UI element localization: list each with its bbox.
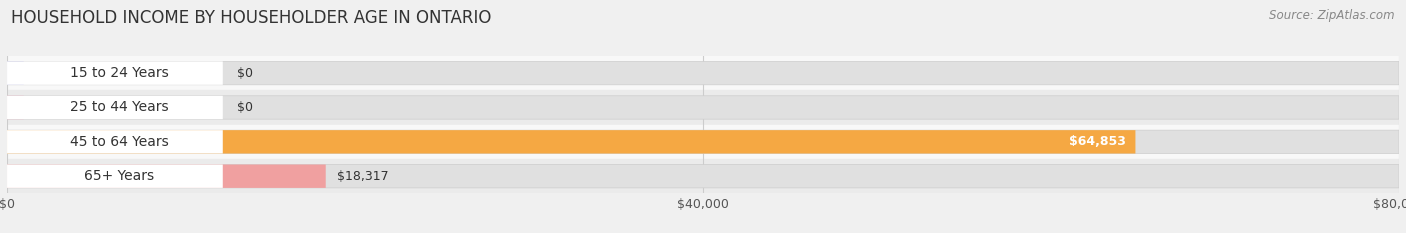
Text: HOUSEHOLD INCOME BY HOUSEHOLDER AGE IN ONTARIO: HOUSEHOLD INCOME BY HOUSEHOLDER AGE IN O… [11,9,492,27]
FancyBboxPatch shape [7,62,1399,85]
FancyBboxPatch shape [7,62,222,85]
FancyBboxPatch shape [7,96,24,119]
Text: 15 to 24 Years: 15 to 24 Years [70,66,169,80]
Text: Source: ZipAtlas.com: Source: ZipAtlas.com [1270,9,1395,22]
FancyBboxPatch shape [7,62,24,85]
FancyBboxPatch shape [7,130,1399,154]
Bar [7,56,1399,90]
Text: 25 to 44 Years: 25 to 44 Years [70,100,169,114]
FancyBboxPatch shape [7,96,1399,119]
Text: $64,853: $64,853 [1069,135,1126,148]
Bar [7,90,1399,125]
FancyBboxPatch shape [7,164,222,188]
FancyBboxPatch shape [7,130,222,154]
FancyBboxPatch shape [7,164,1399,188]
Text: $0: $0 [236,67,253,80]
FancyBboxPatch shape [7,96,222,119]
Bar [7,125,1399,159]
Bar [7,159,1399,193]
Text: $18,317: $18,317 [337,170,388,183]
FancyBboxPatch shape [7,164,326,188]
Text: $0: $0 [236,101,253,114]
FancyBboxPatch shape [7,130,1136,154]
Text: 65+ Years: 65+ Years [84,169,155,183]
Text: 45 to 64 Years: 45 to 64 Years [70,135,169,149]
